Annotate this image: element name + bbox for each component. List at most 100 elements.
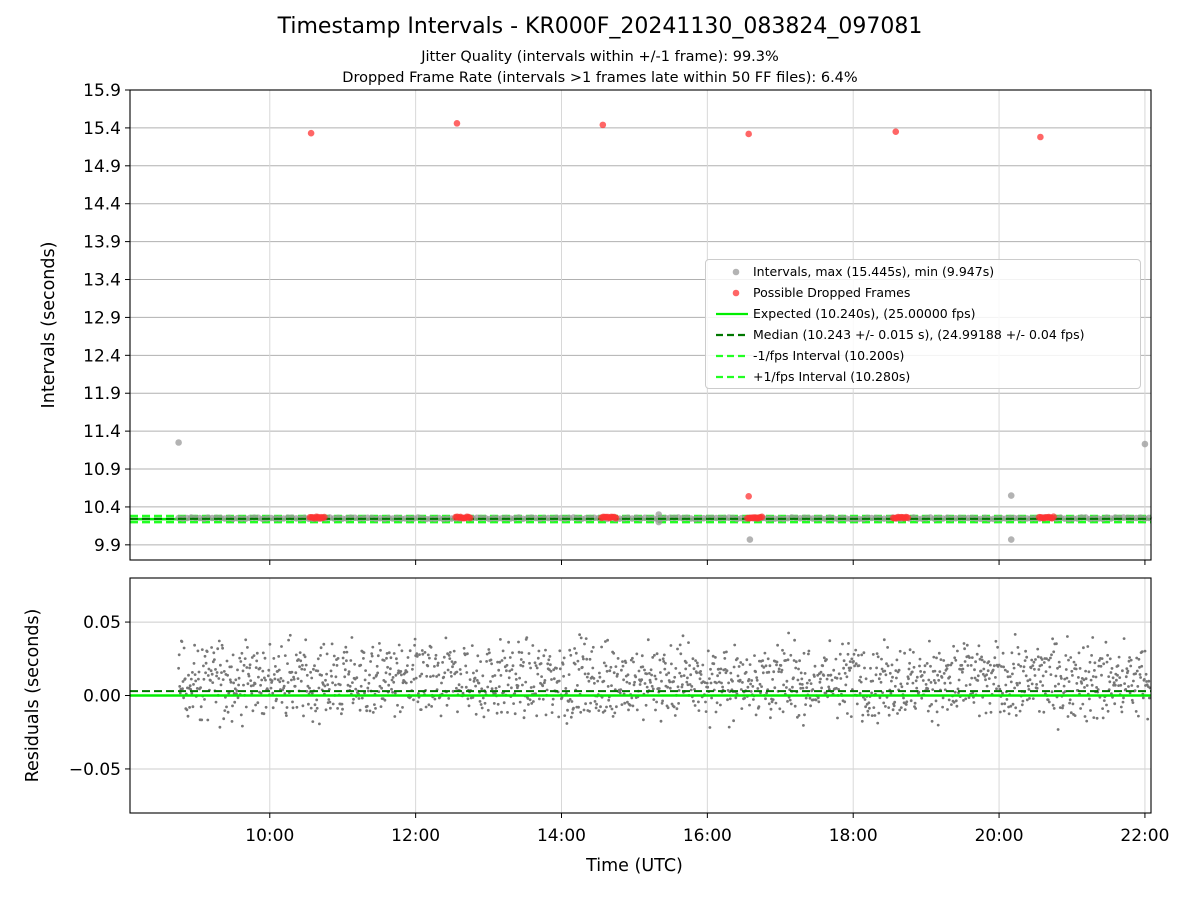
residual-point [777,667,781,671]
residual-point [283,654,287,657]
residual-point [960,663,964,667]
residual-point [507,676,511,680]
residual-point [190,691,194,695]
residual-point [291,700,294,704]
residual-point [526,697,530,700]
residual-point [497,668,501,672]
residual-point [847,642,850,645]
residual-point [196,649,200,653]
residual-point [522,660,525,664]
residual-point [593,700,597,703]
residual-point [340,712,343,716]
residual-point [386,665,389,669]
residual-point [1049,656,1052,660]
residual-point [642,718,645,722]
residual-point [646,638,650,642]
residual-point [1036,655,1040,659]
residual-point [662,653,666,657]
residual-point [1004,683,1008,687]
residual-point [412,677,416,681]
residual-point [480,706,484,710]
residual-point [327,698,331,701]
residual-point [204,661,208,665]
residual-point [670,662,673,666]
residual-point [914,707,917,710]
residual-point [838,702,842,706]
residual-point [775,660,779,664]
residual-point [1091,675,1095,678]
residual-point [222,717,226,721]
residual-point [294,653,298,657]
residual-point [181,680,185,683]
residual-point [769,716,772,720]
residual-point [846,712,849,715]
y-tick-label: 12.9 [83,308,121,328]
residual-point [1119,705,1123,709]
residual-point [1013,686,1016,690]
residual-point [433,665,436,668]
residual-point [1125,667,1129,670]
residual-point [315,698,319,702]
residual-point [322,642,326,646]
residual-point [825,677,829,681]
dropped-frame-point [1037,133,1044,141]
residual-point [334,675,338,679]
x-tick-label: 10:00 [245,826,294,846]
residual-point [720,681,723,685]
residual-point [988,702,992,705]
residual-point [342,662,345,665]
residual-point [263,656,267,660]
residual-point [1006,670,1009,673]
residual-point [661,699,664,703]
residual-point [800,683,804,686]
residual-point [240,651,244,655]
residual-point [501,649,505,653]
residual-point [939,658,943,661]
residual-point [848,669,851,672]
residual-point [850,657,854,661]
residual-point [693,704,697,707]
residual-point [861,713,865,717]
residual-point [426,653,430,657]
residual-point [450,674,453,678]
residual-point [672,705,676,709]
residual-point [1074,663,1078,667]
residual-point [193,673,197,676]
residual-point [259,683,262,687]
residual-point [1070,669,1074,673]
residual-point [511,664,515,668]
residual-point [877,711,881,715]
residual-point [898,649,902,653]
residual-point [200,718,204,722]
dropped-frame-point [758,513,766,521]
residual-point [915,675,919,679]
y-tick-label: 14.9 [83,157,121,177]
residual-point [388,672,392,676]
residual-point [766,657,770,661]
residual-point [434,657,437,661]
residual-point [692,667,696,671]
residual-point [943,681,947,685]
residual-point [885,662,888,666]
residual-point [875,652,879,655]
residual-point [948,681,952,685]
residual-point [557,679,561,683]
residual-point [675,707,679,711]
residual-point [1099,664,1103,668]
dropped-frame-point [745,493,752,500]
residual-point [1121,700,1125,704]
residual-point [626,700,629,704]
residual-point [743,696,746,700]
residual-point [609,704,612,708]
residual-point [608,669,612,673]
residual-point [597,709,601,712]
residual-point [249,684,253,688]
residual-point [1001,691,1004,695]
residual-point [292,675,295,679]
residual-point [1111,676,1115,680]
residual-point [884,705,887,708]
residual-point [953,690,957,694]
residual-point [852,660,855,663]
dropped-frame-point [307,129,315,137]
residual-point [1045,657,1048,660]
